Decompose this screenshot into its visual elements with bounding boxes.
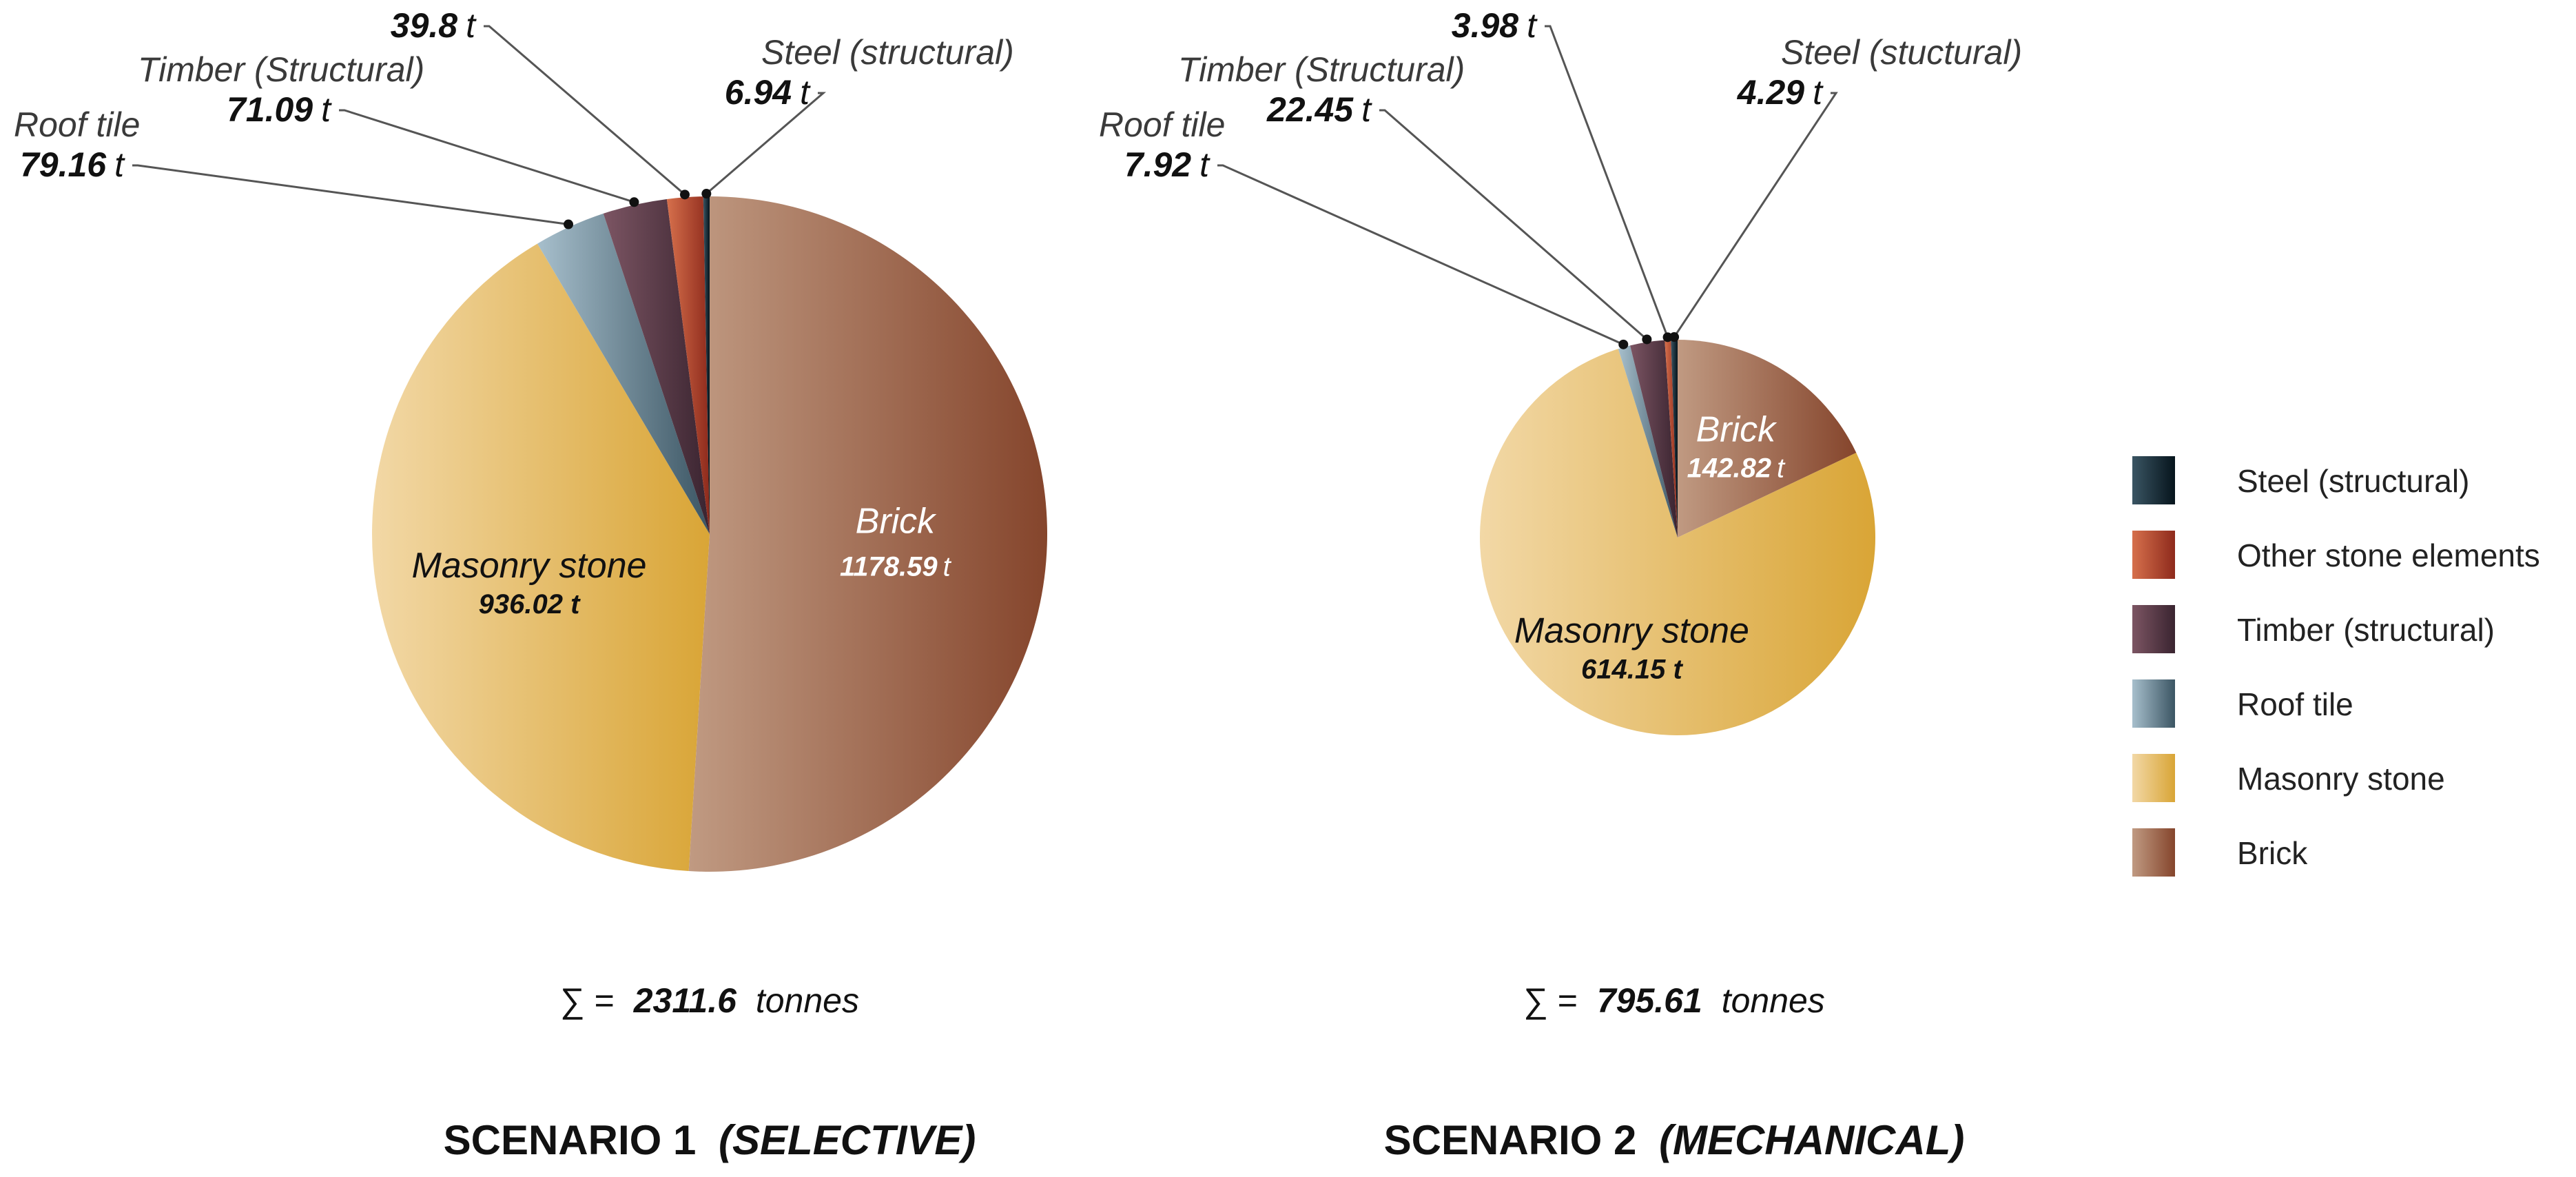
pie1-label-roof-name: Roof tile	[14, 105, 140, 144]
pie2-leader-dot-steel	[1669, 332, 1680, 342]
pie2-leader-roof	[1217, 164, 1624, 346]
pie2-leader-steel	[1673, 92, 1838, 338]
pie1-slice-other	[666, 196, 710, 534]
pie2-label-roof-value: 7.92 t	[1124, 145, 1210, 184]
pie1-label-timber-value: 71.09 t	[227, 90, 332, 129]
pie1-label-other-value: 39.8 t	[391, 6, 477, 45]
pie2-slice-timber	[1630, 340, 1678, 538]
pie1-leader-dot-timber	[629, 197, 639, 207]
pie1-label-other-name: Other stone element	[300, 0, 613, 5]
legend: Steel (structural) Other stone elements Ti…	[2132, 456, 2540, 877]
legend-swatch-masonry	[2132, 754, 2175, 802]
pie1-slice-masonry	[371, 243, 710, 872]
legend-label-other: Other stone elements	[2237, 538, 2540, 573]
pie2-label-masonry-value: 614.15 t	[1581, 655, 1683, 685]
pie2-slice-other	[1665, 340, 1678, 538]
legend-label-steel: Steel (structural)	[2237, 463, 2469, 499]
pie1-label-brick-name: Brick	[856, 501, 938, 541]
pie2-label-roof-name: Roof tile	[1099, 105, 1225, 144]
legend-swatch-brick	[2132, 828, 2175, 877]
title-scenario-1: SCENARIO 1 (SELECTIVE)	[444, 1117, 976, 1163]
pie2-label-steel-name: Steel (stuctural)	[1781, 33, 2022, 72]
pie1-slice-timber	[603, 198, 710, 534]
pie1-slice-steel	[703, 196, 710, 534]
legend-swatch-timber	[2132, 605, 2175, 653]
pie2-leader-timber	[1379, 109, 1648, 340]
pie1-label-roof-value: 79.16 t	[20, 145, 125, 184]
total-scenario-1: ∑ = 2311.6 tonnes	[560, 981, 859, 1020]
pie1-label-timber-name: Timber (Structural)	[138, 50, 424, 89]
pie1-leader-dot-steel	[701, 189, 712, 199]
pie2-slice-roof	[1618, 345, 1678, 538]
legend-swatch-roof	[2132, 679, 2175, 728]
pie1-label-steel-name: Steel (structural)	[761, 33, 1014, 72]
pie1-slice-roof	[537, 213, 710, 534]
pie2-slice-steel	[1671, 340, 1678, 538]
legend-label-brick: Brick	[2237, 835, 2308, 871]
title-scenario-2: SCENARIO 2 (MECHANICAL)	[1384, 1117, 1965, 1163]
pie2-label-steel-value: 4.29 t	[1737, 73, 1824, 112]
pie2-slice-masonry	[1480, 349, 1875, 736]
pie2-leader-dot-roof	[1618, 339, 1629, 349]
legend-label-roof: Roof tile	[2237, 686, 2353, 722]
pie2-label-timber-value: 22.45 t	[1266, 90, 1372, 129]
pie1-leader-timber	[339, 109, 635, 203]
pie1-label-brick-value: 1178.59 t	[840, 551, 952, 582]
legend-swatch-steel	[2132, 456, 2175, 504]
pie1-label-masonry-value: 936.02 t	[479, 589, 581, 620]
pie1-leader-steel	[705, 92, 827, 195]
pie2-label-brick-value: 142.82 t	[1687, 453, 1786, 484]
pie2-label-timber-name: Timber (Structural)	[1178, 50, 1465, 89]
pie1-leader-roof	[132, 164, 569, 226]
legend-label-masonry: Masonry stone	[2237, 761, 2445, 797]
legend-swatch-other	[2132, 531, 2175, 579]
pie1-leader-other	[484, 25, 686, 196]
pie1-label-masonry-name: Masonry stone	[411, 546, 646, 586]
pie2-label-other-value: 3.98 t	[1452, 6, 1538, 45]
pie2-label-other-name: Other stone element	[1347, 0, 1660, 5]
total-scenario-2: ∑ = 795.61 tonnes	[1523, 981, 1825, 1020]
legend-label-timber: Timber (structural)	[2237, 612, 2495, 648]
pie2-label-masonry-name: Masonry stone	[1514, 611, 1749, 651]
pie1-leader-dot-roof	[564, 219, 574, 229]
pie1-slice-brick	[688, 196, 1048, 872]
pie2-leader-dot-timber	[1642, 334, 1652, 345]
pie1-label-steel-value: 6.94 t	[725, 73, 811, 112]
pie2-leader-other	[1545, 25, 1669, 338]
pie1-leader-dot-other	[679, 190, 690, 200]
pie2-slice-brick	[1678, 340, 1857, 538]
pie2-label-brick-name: Brick	[1696, 410, 1778, 450]
